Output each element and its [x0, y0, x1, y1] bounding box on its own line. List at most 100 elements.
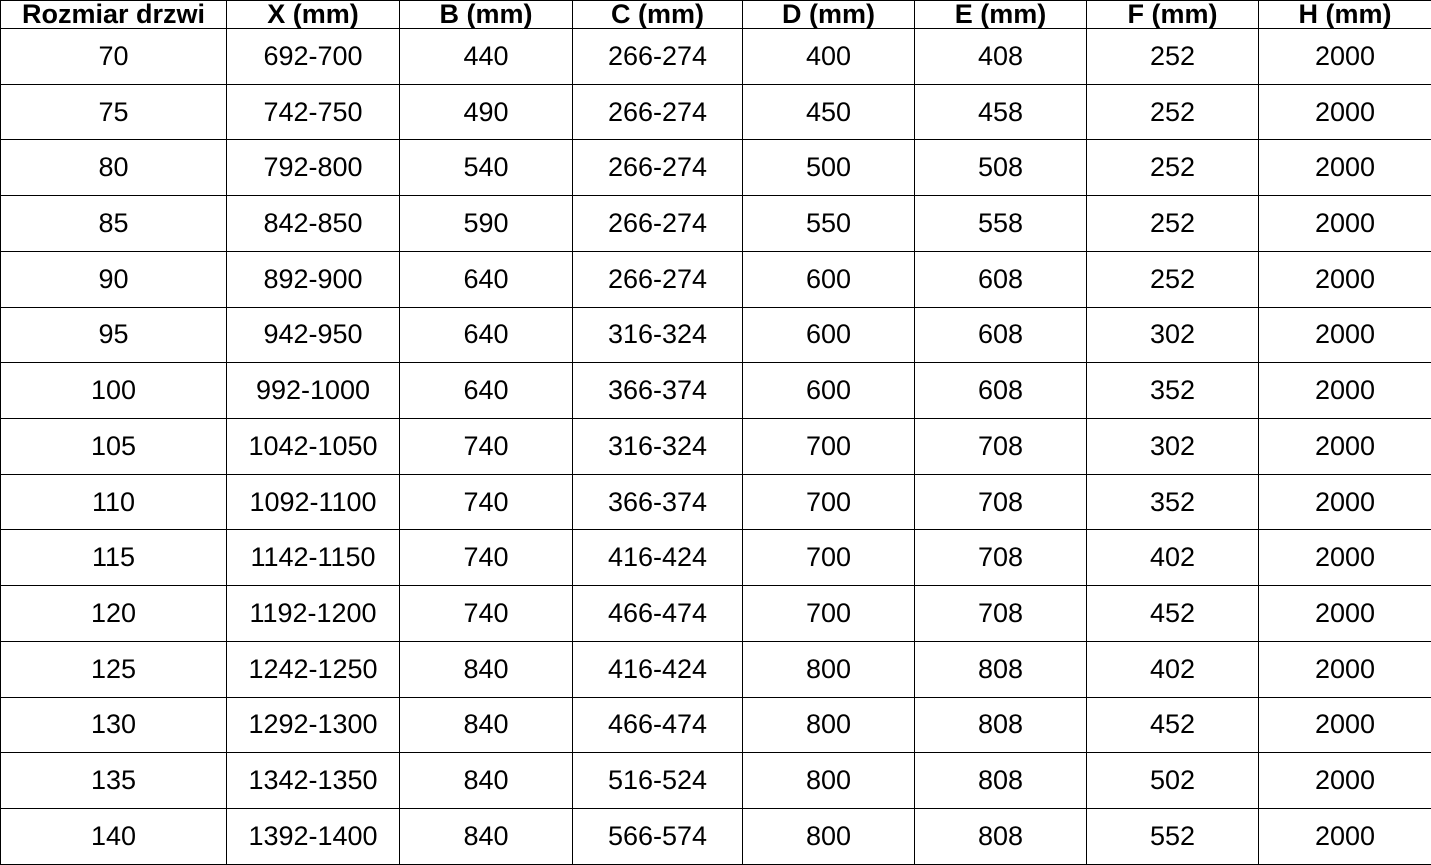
- cell-10-7: 2000: [1258, 585, 1431, 642]
- cell-11-1: 1242-1250: [226, 640, 400, 698]
- cell-1-7: 2000: [1258, 83, 1431, 141]
- cell-3-3: 266-274: [572, 195, 743, 252]
- cell-5-7: 2000: [1258, 306, 1431, 364]
- cell-13-0: 135: [0, 752, 227, 810]
- cell-8-0: 110: [0, 473, 227, 531]
- cell-13-6: 502: [1086, 752, 1259, 810]
- cell-10-4: 700: [742, 585, 915, 642]
- cell-13-1: 1342-1350: [226, 752, 400, 810]
- column-header-0: Rozmiar drzwi: [0, 0, 227, 29]
- cell-12-5: 808: [914, 696, 1087, 754]
- cell-7-5: 708: [914, 418, 1087, 475]
- cell-11-6: 402: [1086, 640, 1259, 698]
- cell-11-3: 416-424: [572, 640, 743, 698]
- cell-3-6: 252: [1086, 195, 1259, 252]
- cell-6-1: 992-1000: [226, 362, 400, 420]
- cell-8-1: 1092-1100: [226, 473, 400, 531]
- cell-9-0: 115: [0, 529, 227, 587]
- cell-4-0: 90: [0, 250, 227, 308]
- cell-2-1: 792-800: [226, 139, 400, 197]
- cell-14-7: 2000: [1258, 808, 1431, 865]
- cell-14-5: 808: [914, 808, 1087, 865]
- cell-3-7: 2000: [1258, 195, 1431, 252]
- cell-4-2: 640: [399, 250, 573, 308]
- cell-9-3: 416-424: [572, 529, 743, 587]
- cell-9-6: 402: [1086, 529, 1259, 587]
- cell-0-4: 400: [742, 28, 915, 85]
- cell-9-4: 700: [742, 529, 915, 587]
- cell-0-2: 440: [399, 28, 573, 85]
- table-row-8: 110 1092-1100 740 366-374 700 708 352 2000: [0, 473, 1431, 531]
- cell-2-7: 2000: [1258, 139, 1431, 197]
- column-header-6: F (mm): [1086, 0, 1259, 29]
- cell-12-1: 1292-1300: [226, 696, 400, 754]
- cell-2-6: 252: [1086, 139, 1259, 197]
- cell-12-0: 130: [0, 696, 227, 754]
- table-row-2: 80 792-800 540 266-274 500 508 252 2000: [0, 139, 1431, 197]
- column-header-2: B (mm): [399, 0, 573, 29]
- cell-3-0: 85: [0, 195, 227, 252]
- cell-11-7: 2000: [1258, 640, 1431, 698]
- cell-8-2: 740: [399, 473, 573, 531]
- cell-13-2: 840: [399, 752, 573, 810]
- cell-3-1: 842-850: [226, 195, 400, 252]
- cell-6-7: 2000: [1258, 362, 1431, 420]
- column-header-4: D (mm): [742, 0, 915, 29]
- cell-14-4: 800: [742, 808, 915, 865]
- cell-5-2: 640: [399, 306, 573, 364]
- table-row-10: 120 1192-1200 740 466-474 700 708 452 2000: [0, 585, 1431, 642]
- cell-4-1: 892-900: [226, 250, 400, 308]
- cell-1-4: 450: [742, 83, 915, 141]
- cell-1-5: 458: [914, 83, 1087, 141]
- cell-3-5: 558: [914, 195, 1087, 252]
- cell-0-5: 408: [914, 28, 1087, 85]
- cell-13-5: 808: [914, 752, 1087, 810]
- cell-2-5: 508: [914, 139, 1087, 197]
- cell-9-5: 708: [914, 529, 1087, 587]
- table-row-4: 90 892-900 640 266-274 600 608 252 2000: [0, 250, 1431, 308]
- cell-4-4: 600: [742, 250, 915, 308]
- cell-8-5: 708: [914, 473, 1087, 531]
- cell-14-1: 1392-1400: [226, 808, 400, 865]
- cell-8-7: 2000: [1258, 473, 1431, 531]
- cell-7-0: 105: [0, 418, 227, 475]
- cell-1-2: 490: [399, 83, 573, 141]
- cell-14-0: 140: [0, 808, 227, 865]
- cell-5-6: 302: [1086, 306, 1259, 364]
- cell-2-3: 266-274: [572, 139, 743, 197]
- cell-9-2: 740: [399, 529, 573, 587]
- cell-2-2: 540: [399, 139, 573, 197]
- table-row-14: 140 1392-1400 840 566-574 800 808 552 2000: [0, 808, 1431, 865]
- cell-7-2: 740: [399, 418, 573, 475]
- cell-13-3: 516-524: [572, 752, 743, 810]
- cell-3-2: 590: [399, 195, 573, 252]
- column-header-3: C (mm): [572, 0, 743, 29]
- table-row-13: 135 1342-1350 840 516-524 800 808 502 2000: [0, 752, 1431, 810]
- cell-7-6: 302: [1086, 418, 1259, 475]
- column-header-1: X (mm): [226, 0, 400, 29]
- cell-10-3: 466-474: [572, 585, 743, 642]
- cell-0-3: 266-274: [572, 28, 743, 85]
- cell-6-0: 100: [0, 362, 227, 420]
- table-body: 70 692-700 440 266-274 400 408 252 2000 75 742-75…: [0, 28, 1431, 865]
- cell-11-5: 808: [914, 640, 1087, 698]
- table-row-1: 75 742-750 490 266-274 450 458 252 2000: [0, 83, 1431, 141]
- cell-2-4: 500: [742, 139, 915, 197]
- table-row-7: 105 1042-1050 740 316-324 700 708 302 2000: [0, 418, 1431, 475]
- cell-2-0: 80: [0, 139, 227, 197]
- cell-0-7: 2000: [1258, 28, 1431, 85]
- table-row-5: 95 942-950 640 316-324 600 608 302 2000: [0, 306, 1431, 364]
- cell-1-6: 252: [1086, 83, 1259, 141]
- cell-9-7: 2000: [1258, 529, 1431, 587]
- table-row-11: 125 1242-1250 840 416-424 800 808 402 2000: [0, 640, 1431, 698]
- cell-6-4: 600: [742, 362, 915, 420]
- cell-1-1: 742-750: [226, 83, 400, 141]
- cell-12-4: 800: [742, 696, 915, 754]
- table-row-0: 70 692-700 440 266-274 400 408 252 2000: [0, 28, 1431, 85]
- cell-6-5: 608: [914, 362, 1087, 420]
- cell-9-1: 1142-1150: [226, 529, 400, 587]
- cell-4-3: 266-274: [572, 250, 743, 308]
- cell-14-3: 566-574: [572, 808, 743, 865]
- cell-12-2: 840: [399, 696, 573, 754]
- cell-14-6: 552: [1086, 808, 1259, 865]
